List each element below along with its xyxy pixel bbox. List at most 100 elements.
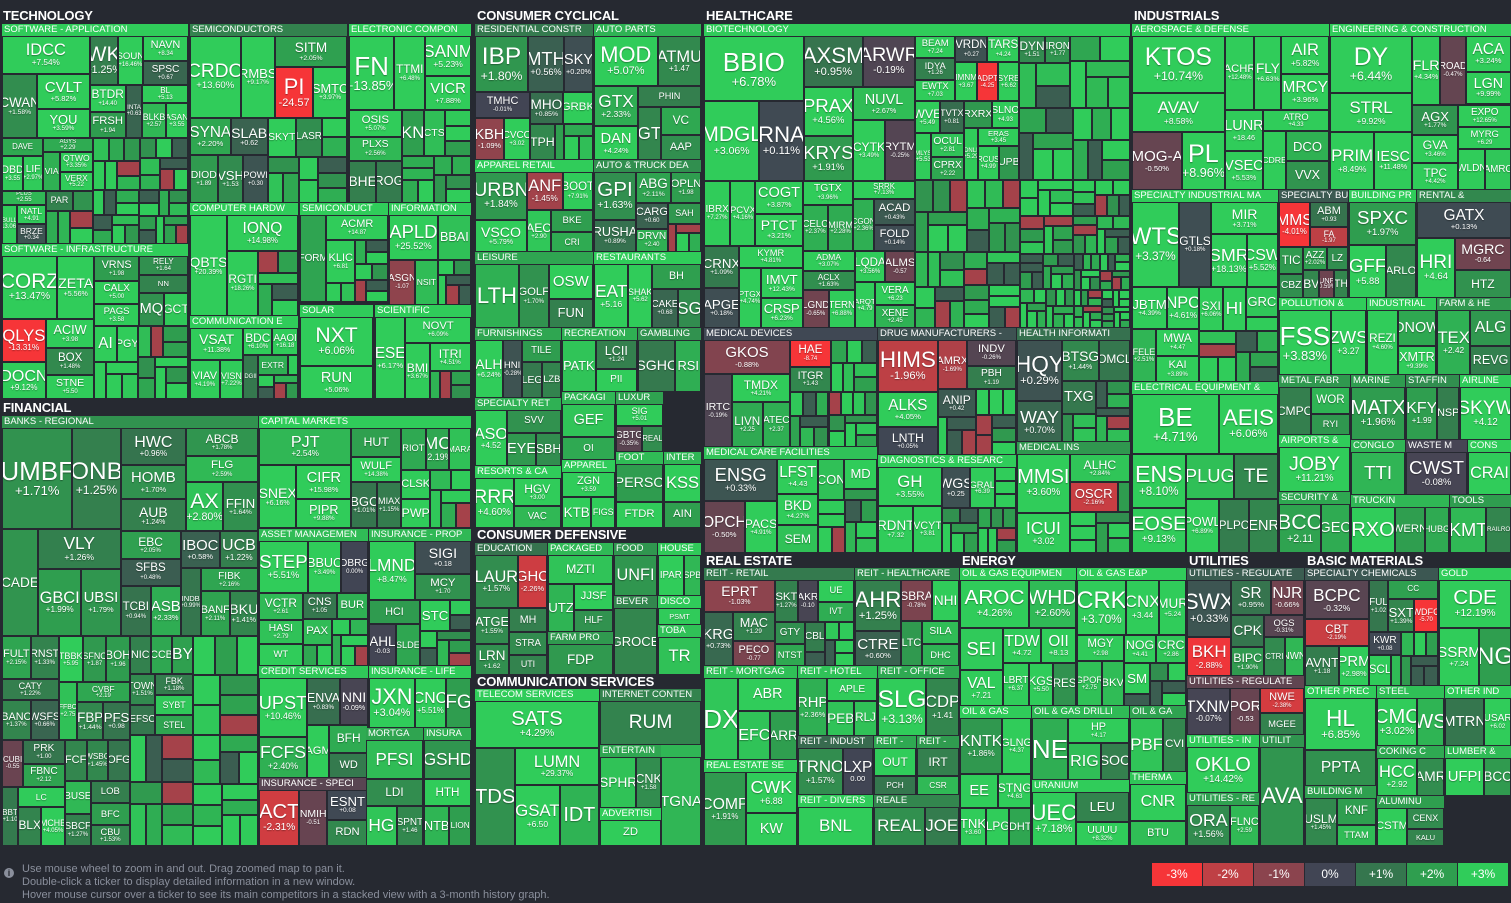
ticker-tile[interactable]: JJSF (574, 583, 613, 610)
ticker-tile-small[interactable] (446, 175, 471, 190)
ticker-tile-small[interactable] (1115, 253, 1130, 263)
ticker-tile[interactable]: LQDA +3.56% (854, 250, 886, 283)
ticker-tile-small[interactable] (961, 429, 976, 455)
ticker-tile[interactable]: WSFS +0.66% (30, 699, 59, 741)
ticker-tile[interactable]: PII (595, 368, 637, 392)
ticker-tile[interactable]: PHIN (638, 86, 701, 108)
ticker-tile[interactable]: TPC +4.42% (1412, 163, 1459, 190)
ticker-tile[interactable]: PBH +1.19 (966, 365, 1016, 390)
ticker-tile[interactable]: MMSI +3.60% (1017, 454, 1070, 513)
ticker-tile-small[interactable] (1100, 253, 1108, 271)
ticker-tile[interactable]: FIBK +2.16% (200, 568, 258, 592)
ticker-tile-small[interactable] (1020, 198, 1039, 217)
ticker-tile-small[interactable] (1073, 427, 1096, 442)
ticker-tile-small[interactable] (1084, 235, 1097, 254)
ticker-tile-small[interactable] (824, 621, 840, 640)
ticker-tile-small[interactable] (161, 803, 194, 826)
ticker-tile[interactable]: SANM +5.23% (425, 36, 471, 77)
ticker-tile[interactable]: PIPR +9.88% (296, 499, 352, 528)
ticker-tile[interactable]: ABR (738, 678, 797, 712)
ticker-tile[interactable]: SFBS +0.48% (120, 559, 181, 586)
ticker-tile[interactable]: HUT (351, 428, 402, 457)
ticker-tile-small[interactable] (166, 383, 188, 399)
ticker-tile-small[interactable] (1101, 290, 1114, 299)
ticker-tile[interactable]: AGX +1.77% (1412, 104, 1459, 135)
industry-title[interactable]: URANIUM (1032, 780, 1129, 792)
ticker-tile-small[interactable] (274, 374, 298, 383)
ticker-tile[interactable]: CDP +1.41 (926, 678, 959, 736)
ticker-tile-small[interactable] (366, 252, 388, 265)
ticker-tile[interactable]: CON (818, 459, 845, 501)
industry-title[interactable]: CREDIT SERVICES (259, 666, 368, 678)
ticker-tile-small[interactable] (1061, 413, 1074, 442)
ticker-tile-small[interactable] (1050, 266, 1074, 274)
ticker-tile-small[interactable] (950, 533, 965, 553)
ticker-tile-small[interactable] (989, 306, 1005, 328)
ticker-tile[interactable]: VISN +7.22% (219, 359, 244, 399)
ticker-tile[interactable]: BFH (329, 725, 368, 753)
ticker-tile[interactable]: LAUR +1.57% (475, 555, 518, 608)
ticker-tile[interactable]: PAGS +3.58 (94, 304, 139, 327)
ticker-tile-small[interactable] (964, 299, 990, 314)
ticker-tile[interactable]: KAI +3.89% (1155, 356, 1200, 382)
ticker-tile[interactable]: AZZ +2.02% (1303, 247, 1327, 270)
ticker-tile[interactable]: TR (658, 637, 701, 675)
ticker-tile[interactable]: PJT +2.54% (259, 428, 352, 466)
ticker-tile-small[interactable] (1038, 189, 1050, 217)
ticker-tile[interactable]: MIR +3.71% (1211, 202, 1278, 235)
sector-title[interactable]: UTILITIES (1189, 553, 1249, 568)
ticker-tile-small[interactable] (845, 414, 877, 423)
ticker-tile[interactable]: INTA +0.63 (125, 84, 143, 139)
ticker-tile[interactable]: CRC +2.86 (1156, 634, 1186, 664)
ticker-tile[interactable]: KSS (664, 464, 701, 503)
ticker-tile[interactable]: EFSC (129, 704, 156, 736)
industry-title[interactable]: AUTO & TRUCK DEA (594, 160, 701, 172)
ticker-tile-small[interactable] (845, 423, 856, 447)
ticker-tile[interactable]: TMDX +4.21% (731, 374, 790, 403)
ticker-tile-small[interactable] (1168, 663, 1186, 681)
ticker-tile[interactable]: TXG (1061, 380, 1096, 414)
ticker-tile-small[interactable] (834, 639, 854, 653)
ticker-tile-small[interactable] (1095, 194, 1107, 216)
ticker-tile-small[interactable] (989, 389, 1003, 415)
ticker-tile-small[interactable] (1020, 241, 1044, 254)
ticker-tile-small[interactable] (73, 190, 93, 212)
ticker-tile-small[interactable] (915, 251, 928, 287)
ticker-tile[interactable]: TIC (1279, 247, 1304, 275)
ticker-tile[interactable]: ALH +6.24% (475, 340, 503, 398)
ticker-tile-small[interactable] (688, 233, 701, 252)
ticker-tile-small[interactable] (1085, 76, 1108, 108)
ticker-tile-small[interactable] (789, 416, 800, 447)
ticker-tile[interactable]: FCFS +2.40% (259, 737, 307, 778)
ticker-tile-small[interactable] (1107, 380, 1130, 395)
ticker-tile[interactable]: MYRG +6.29 (1458, 127, 1511, 149)
industry-title[interactable]: APPAREL (562, 460, 615, 472)
ticker-tile[interactable]: SXI +6.06% (1199, 286, 1224, 332)
ticker-tile-small[interactable] (145, 803, 162, 846)
ticker-tile[interactable]: NIC (129, 636, 151, 675)
ticker-tile-small[interactable] (1090, 276, 1101, 291)
ticker-tile-small[interactable] (1036, 85, 1071, 108)
ticker-tile[interactable]: ACMR +14.87 (326, 215, 388, 241)
ticker-tile-small[interactable] (1073, 317, 1084, 328)
industry-title[interactable]: OTHER PREC (1305, 686, 1376, 698)
ticker-tile-small[interactable] (1064, 289, 1074, 307)
ticker-tile-small[interactable] (366, 240, 388, 253)
ticker-tile-small[interactable] (267, 172, 284, 203)
ticker-tile-small[interactable] (161, 758, 194, 782)
ticker-tile-small[interactable] (1112, 180, 1130, 195)
ticker-tile[interactable]: ICUI +3.02 (1017, 512, 1070, 553)
ticker-tile[interactable]: UTZ (548, 583, 575, 632)
ticker-tile-small[interactable] (1115, 262, 1130, 271)
ticker-tile[interactable]: MATX +1.96% (1351, 387, 1405, 440)
ticker-tile-small[interactable] (1096, 228, 1106, 254)
ticker-tile-small[interactable] (975, 389, 990, 415)
ticker-tile-small[interactable] (1072, 235, 1085, 254)
ticker-tile-small[interactable] (1050, 189, 1073, 203)
ticker-tile-small[interactable] (214, 636, 237, 675)
industry-title[interactable]: AEROSPACE & DEFENSE (1132, 24, 1329, 36)
ticker-tile[interactable]: PGY (116, 326, 138, 362)
ticker-tile-small[interactable] (1095, 416, 1108, 442)
ticker-tile[interactable]: PPTA (1305, 750, 1376, 786)
ticker-tile[interactable]: MD (844, 459, 877, 489)
